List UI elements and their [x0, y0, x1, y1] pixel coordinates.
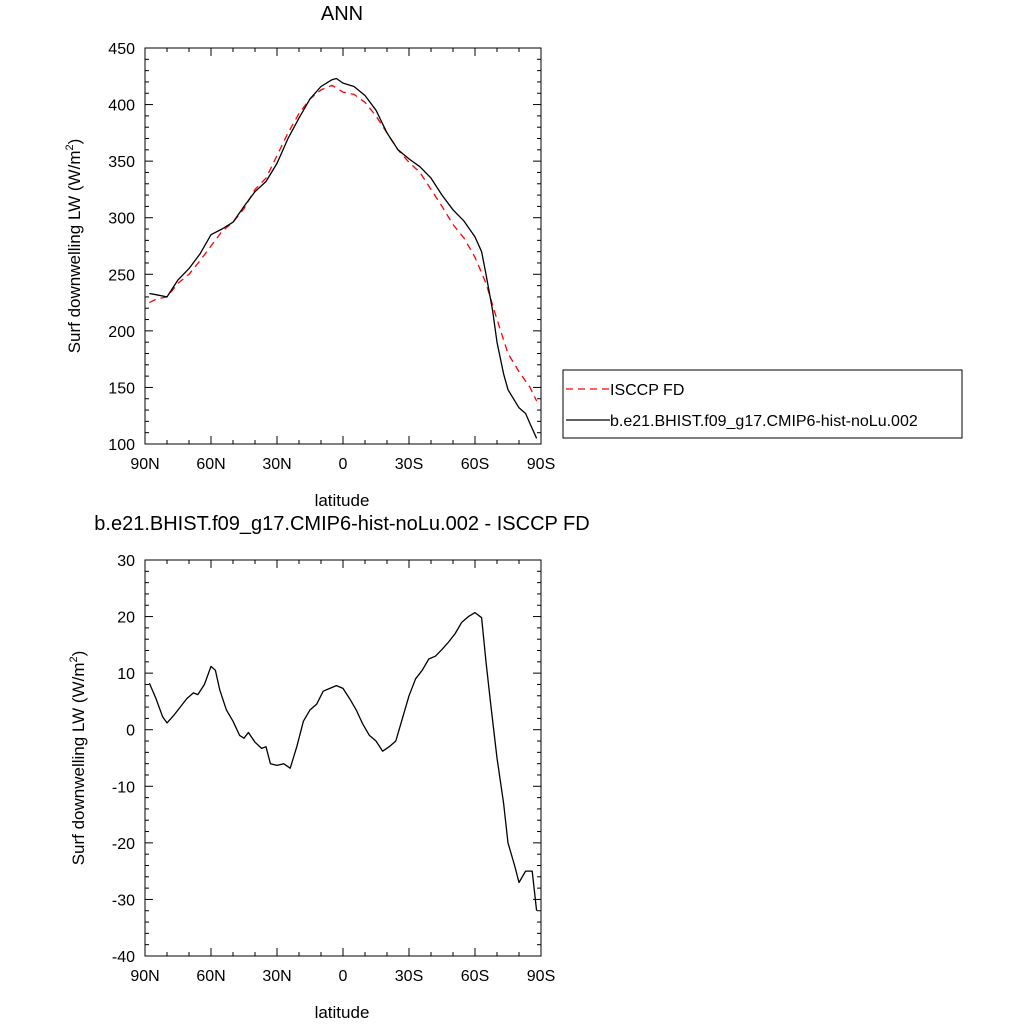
y-tick-label: 100: [108, 437, 135, 454]
y-tick-label: -20: [112, 836, 135, 853]
x-tick-label: 30N: [262, 456, 291, 473]
y-tick-label: 150: [108, 380, 135, 397]
y-tick-label: 300: [108, 211, 135, 228]
legend-box: [562, 369, 963, 439]
x-tick-label: 60N: [196, 968, 225, 985]
top-x-axis-label: latitude: [315, 491, 370, 510]
top-panel-title: ANN: [321, 3, 363, 25]
legend: ISCCP FD b.e21.BHIST.f09_g17.CMIP6-hist-…: [562, 369, 963, 439]
series-line-model: [148, 611, 538, 911]
y-tick-label: -10: [112, 779, 135, 796]
legend-label-isccp: ISCCP FD: [610, 382, 684, 399]
y-tick-label: -40: [112, 949, 135, 966]
x-tick-label: 90S: [527, 968, 555, 985]
y-tick-label: 350: [108, 154, 135, 171]
y-tick-label: 200: [108, 324, 135, 341]
x-tick-label: 90N: [130, 968, 159, 985]
x-tick-label: 0: [339, 456, 348, 473]
x-tick-label: 30N: [262, 968, 291, 985]
y-tick-label: -30: [112, 892, 135, 909]
series-line-isccp: [149, 84, 538, 402]
x-tick-label: 60S: [461, 456, 489, 473]
y-tick-label: 20: [117, 610, 135, 627]
x-tick-label: 90S: [527, 456, 555, 473]
x-tick-label: 30S: [395, 456, 423, 473]
x-tick-label: 60S: [461, 968, 489, 985]
y-tick-label: 450: [108, 41, 135, 58]
series-line-model: [149, 77, 538, 439]
bottom-x-axis-label: latitude: [315, 1003, 370, 1022]
x-tick-label: 30S: [395, 968, 423, 985]
y-tick-label: 400: [108, 98, 135, 115]
y-tick-label: 10: [117, 666, 135, 683]
bottom-panel: b.e21.BHIST.f09_g17.CMIP6-hist-noLu.002 …: [68, 513, 590, 1022]
top-panel: ANN 90N 60N 30N 0 30S 60S 90S 100 150 200 250 300 3…: [64, 3, 555, 510]
legend-label-model: b.e21.BHIST.f09_g17.CMIP6-hist-noLu.002: [610, 413, 918, 430]
y-tick-label: 250: [108, 267, 135, 284]
bottom-panel-title: b.e21.BHIST.f09_g17.CMIP6-hist-noLu.002 …: [94, 513, 589, 535]
x-tick-label: 90N: [130, 456, 159, 473]
y-tick-label: 30: [117, 553, 135, 570]
bottom-y-axis-label: Surf downwelling LW (W/m2): [68, 651, 88, 866]
x-tick-label: 60N: [196, 456, 225, 473]
y-tick-label: 0: [126, 723, 135, 740]
top-y-axis-label: Surf downwelling LW (W/m2): [64, 139, 84, 354]
x-tick-label: 0: [339, 968, 348, 985]
